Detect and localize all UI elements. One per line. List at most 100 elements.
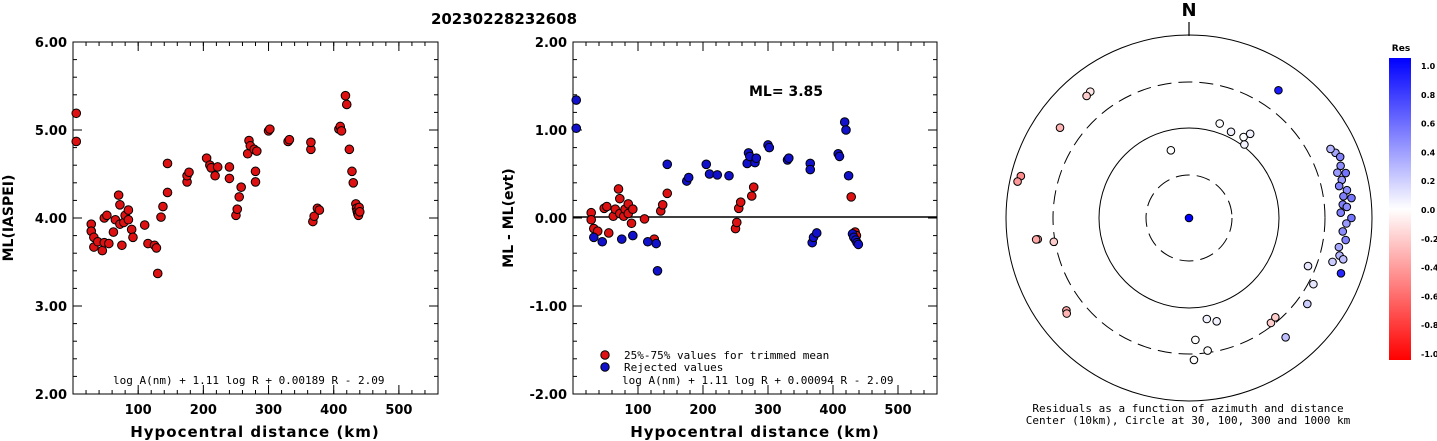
station-point: [1191, 335, 1200, 345]
data-point: [834, 151, 845, 162]
x-tick-label: 100: [624, 403, 651, 418]
ring-300km: [1052, 81, 1326, 355]
station-point: [1055, 123, 1065, 132]
data-point: [156, 212, 166, 222]
station-point: [1342, 202, 1352, 212]
data-point: [104, 238, 114, 249]
data-point: [71, 136, 82, 147]
data-point: [616, 234, 627, 244]
y-tick-label: -1.00: [530, 300, 567, 315]
data-points: [71, 90, 365, 279]
data-point: [284, 134, 295, 145]
data-point: [341, 99, 352, 110]
data-point: [571, 95, 582, 105]
y-tick-labels: -2.00 -1.00 0.00 1.00 2.00: [530, 36, 567, 403]
ml-residual-panel: -2.00 -1.00 0.00 1.00 2.00 100 200 300 400 500 M…: [501, 36, 938, 441]
data-point: [314, 205, 325, 215]
data-point: [626, 218, 637, 229]
x-tick-label: 300: [255, 403, 282, 418]
x-tick-label: 200: [689, 403, 716, 418]
data-point: [224, 173, 235, 184]
tick-marks: [573, 41, 937, 395]
y-tick-labels: 2.00 3.00 4.00 5.00 6.00: [35, 36, 67, 403]
station-point: [1271, 313, 1280, 322]
station-point: [1303, 261, 1313, 271]
station-point: [1215, 119, 1224, 128]
station-point: [1082, 91, 1091, 101]
station-point: [1274, 85, 1283, 95]
x-tick-label: 300: [754, 403, 781, 418]
y-tick-label: 3.00: [35, 300, 67, 315]
data-point: [724, 170, 734, 181]
station-point: [1166, 146, 1176, 155]
data-point: [704, 169, 715, 179]
data-point: [128, 232, 138, 243]
data-point: [152, 268, 163, 279]
y-axis-label: ML(IASPEI): [1, 175, 17, 262]
data-point: [348, 178, 359, 188]
residual-colorbar: Res 1.0 0.8 0.6 0.4 0.2 0.0 -0.2 -0.4 -0.6 -0.8 -1…: [1389, 44, 1437, 360]
colorbar-tick-labels: 1.0 0.8 0.6 0.4 0.2 0.0 -0.2 -0.4 -0.6 -0.8 -1.0: [1421, 62, 1437, 359]
x-tick-labels: 100 200 300 400 500: [125, 403, 413, 418]
y-tick-label: 6.00: [35, 36, 67, 51]
data-point: [746, 191, 757, 201]
formula: log A(nm) + 1.11 log R + 0.00094 R - 2.0…: [622, 374, 894, 387]
station-point: [1303, 299, 1312, 309]
figure-title: 20230228232608: [431, 10, 577, 28]
data-point: [212, 162, 223, 172]
x-tick-label: 500: [884, 403, 911, 418]
colorbar-tick-label: -0.6: [1421, 292, 1437, 301]
ml-annotation: ML= 3.85: [749, 84, 823, 100]
data-point: [162, 158, 173, 169]
y-tick-label: 1.00: [535, 124, 567, 139]
data-point: [309, 211, 319, 222]
data-point: [811, 228, 822, 238]
data-point: [115, 200, 125, 210]
data-point: [126, 224, 137, 235]
data-point: [102, 210, 112, 221]
formula: log A(nm) + 1.11 log R + 0.00189 R - 2.0…: [113, 374, 385, 387]
colorbar-tick-label: 0.6: [1421, 120, 1436, 129]
station-point: [1339, 191, 1348, 201]
colorbar-title: Res: [1392, 44, 1410, 54]
station-point: [1202, 314, 1212, 324]
station-point: [1334, 242, 1344, 252]
ml-iaspei-panel: 2.00 3.00 4.00 5.00 6.00 100 200 300 400 500 log…: [1, 36, 439, 441]
data-point: [853, 239, 864, 250]
y-tick-label: 0.00: [535, 212, 567, 227]
data-point: [764, 142, 775, 153]
station-point: [1049, 237, 1059, 247]
station-point: [1341, 235, 1350, 245]
station-point: [1184, 213, 1194, 223]
colorbar-tick-label: -0.2: [1421, 235, 1437, 244]
data-point: [843, 170, 854, 181]
data-point: [751, 153, 762, 163]
data-point: [732, 217, 742, 228]
data-point: [71, 108, 82, 119]
station-point: [1266, 318, 1276, 328]
colorbar-tick-label: 1.0: [1421, 62, 1436, 71]
data-point: [210, 170, 220, 181]
legend-label-trimmed: 25%-75% values for trimmed mean: [624, 349, 829, 362]
data-point: [628, 204, 638, 214]
data-point: [236, 182, 246, 192]
data-point: [232, 204, 243, 214]
data-points: [571, 95, 864, 276]
x-tick-label: 100: [125, 403, 152, 418]
data-point: [250, 177, 261, 187]
data-point: [615, 193, 625, 204]
data-point: [184, 167, 194, 178]
data-point: [683, 172, 694, 183]
data-point: [354, 207, 365, 217]
data-point: [784, 153, 794, 163]
colorbar-tick-label: -0.4: [1421, 264, 1437, 273]
station-point: [1245, 129, 1255, 139]
colorbar-gradient: [1389, 58, 1411, 360]
station-point: [1338, 255, 1348, 264]
data-point: [113, 190, 124, 200]
legend-label-rejected: Rejected values: [624, 361, 723, 374]
data-point: [123, 205, 134, 215]
y-tick-label: 4.00: [35, 212, 67, 227]
station-point: [1212, 317, 1221, 326]
data-point: [158, 201, 168, 212]
